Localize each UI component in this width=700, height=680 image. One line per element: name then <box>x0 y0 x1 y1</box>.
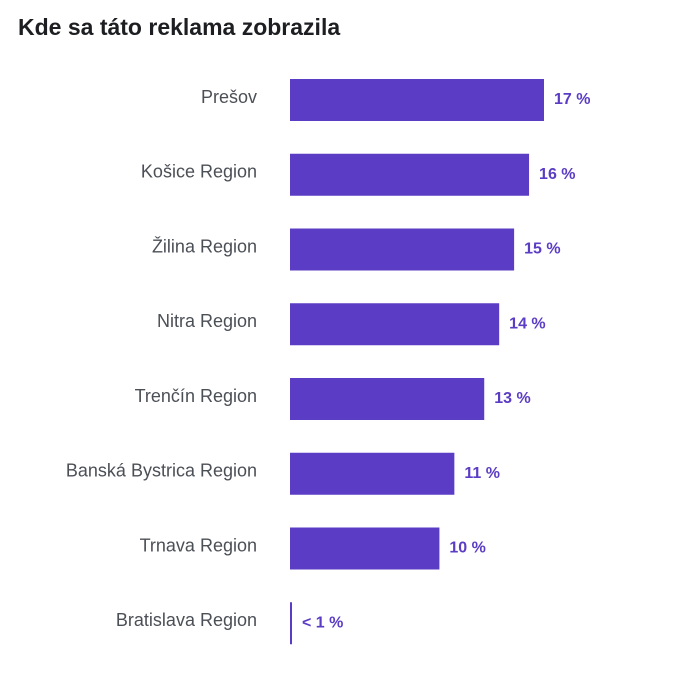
value-label: 15 % <box>524 241 560 258</box>
category-label: Žilina Region <box>152 236 257 256</box>
bar <box>290 378 485 420</box>
category-label: Bratislava Region <box>116 610 257 630</box>
value-label: < 1 % <box>302 614 343 631</box>
category-label: Trenčín Region <box>135 386 257 406</box>
value-label: 14 % <box>509 315 545 332</box>
category-label: Banská Bystrica Region <box>66 461 257 481</box>
category-label: Trnava Region <box>140 535 257 555</box>
bar <box>290 153 530 196</box>
bar <box>290 527 440 570</box>
value-label: 17 % <box>554 91 590 108</box>
category-label: Nitra Region <box>157 311 257 331</box>
value-label: 16 % <box>539 166 575 183</box>
bar <box>290 602 292 645</box>
value-label: 13 % <box>494 390 530 407</box>
category-label: Prešov <box>201 87 257 107</box>
chart-title: Kde sa táto reklama zobrazila <box>18 14 341 40</box>
category-label: Košice Region <box>141 162 257 182</box>
value-label: 11 % <box>464 465 500 482</box>
bar <box>290 452 455 495</box>
bar <box>290 79 544 121</box>
bar <box>290 303 500 346</box>
value-label: 10 % <box>449 540 485 557</box>
bar <box>290 228 515 271</box>
